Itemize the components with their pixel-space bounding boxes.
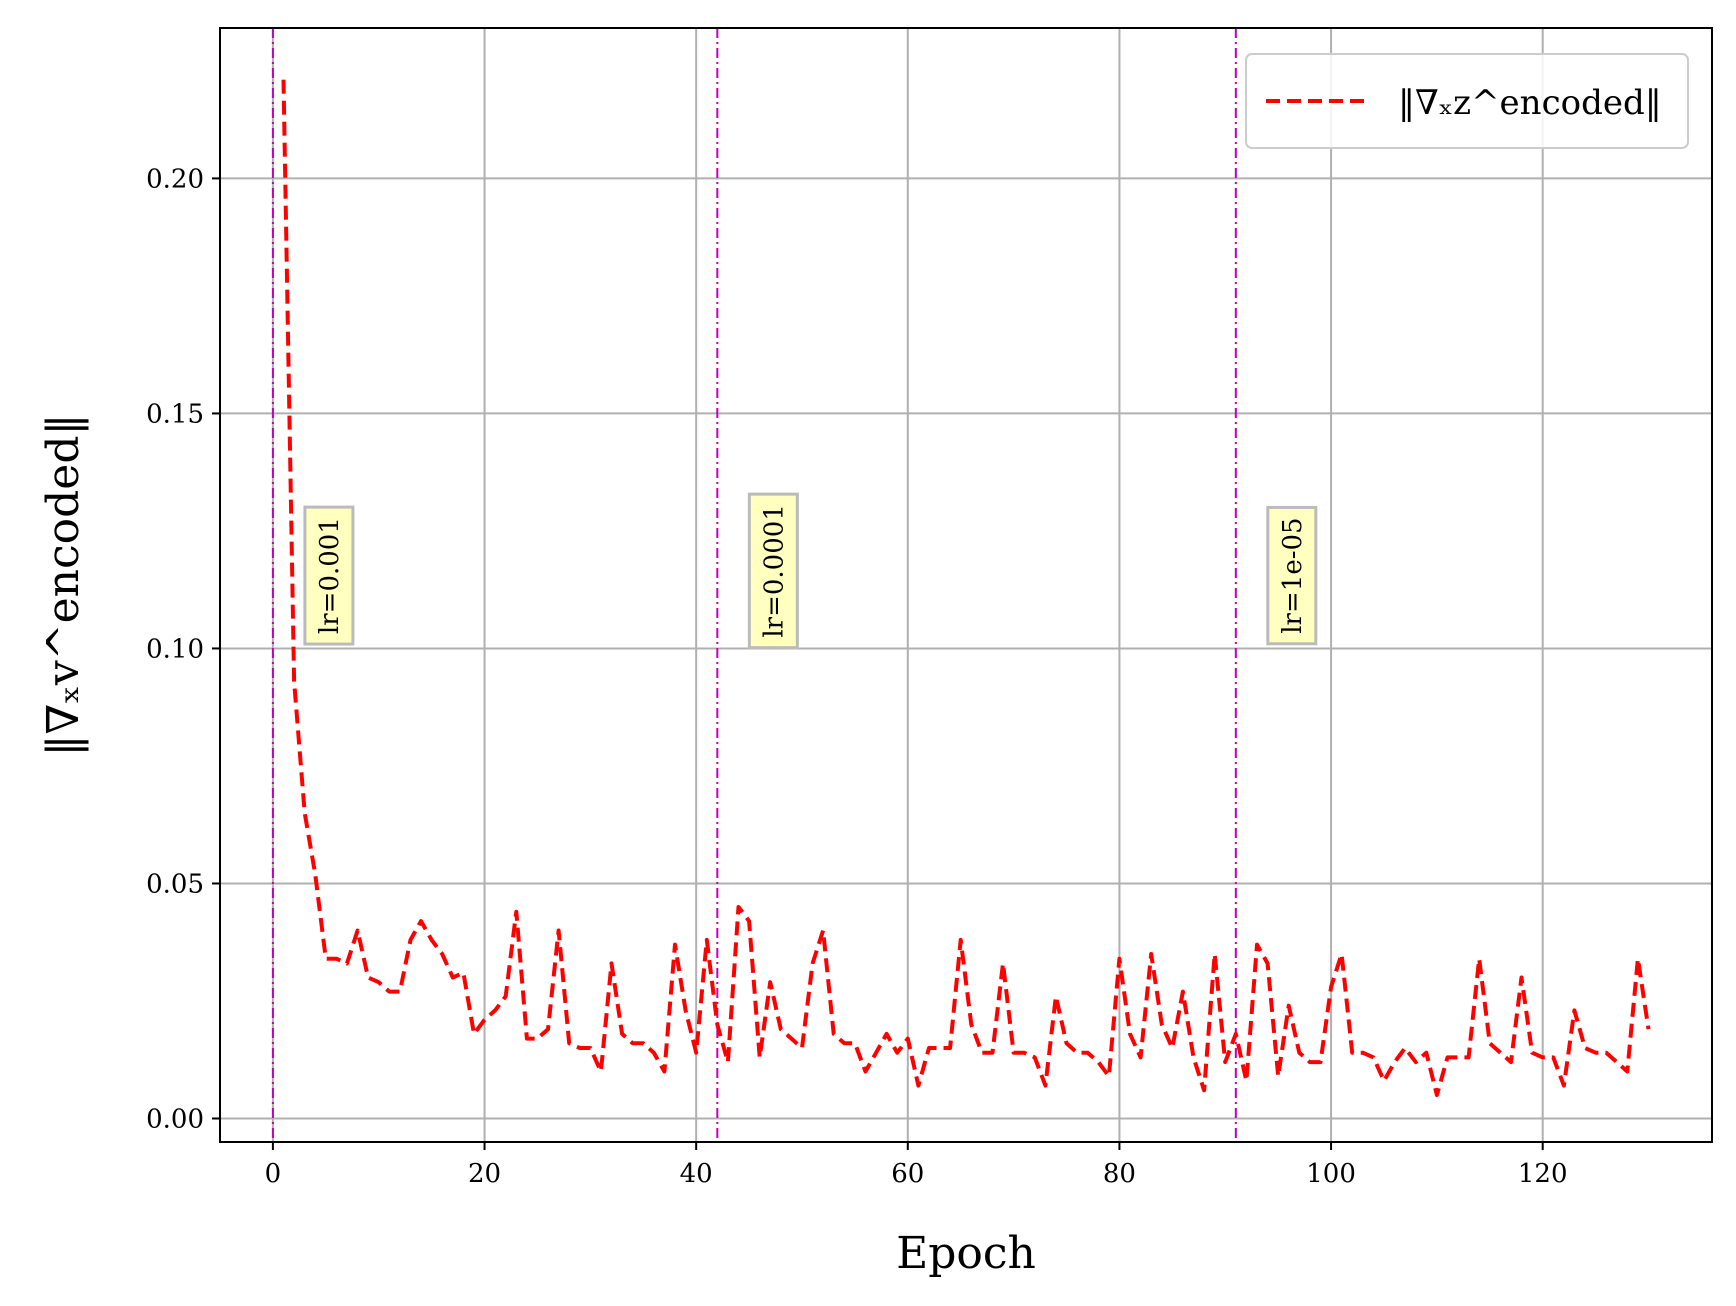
lr-annotation-box bbox=[303, 505, 355, 646]
y-tick-label: 0.10 bbox=[146, 634, 204, 664]
x-tick-label: 0 bbox=[265, 1159, 282, 1189]
series-layer bbox=[281, 79, 1651, 1097]
axis-ticks: 0 20 40 60 80 100 120 0.00 0.05 0.10 0.15 0.20 bbox=[146, 164, 1567, 1189]
lr-annotation-box bbox=[747, 492, 799, 650]
y-tick-label: 0.00 bbox=[146, 1104, 204, 1134]
legend-box bbox=[1245, 53, 1689, 149]
lr-annotations: lr=0.001 lr=0.0001 lr=1e-05 bbox=[303, 492, 1318, 650]
x-tick-label: 100 bbox=[1306, 1159, 1356, 1189]
x-tick-label: 40 bbox=[680, 1159, 713, 1189]
y-tick-label: 0.20 bbox=[146, 164, 204, 194]
lr-annotation-text: lr=0.0001 bbox=[759, 504, 789, 638]
legend-label: ‖∇ₓz^encoded‖ bbox=[1398, 83, 1662, 123]
grid bbox=[220, 28, 1712, 1142]
x-axis-title: Epoch bbox=[896, 1228, 1036, 1279]
lr-change-lines bbox=[271, 28, 1237, 1142]
lr-annotation-1: lr=0.0001 bbox=[747, 492, 799, 650]
lr-annotation-text: lr=1e-05 bbox=[1278, 517, 1308, 633]
series-line-0 bbox=[281, 79, 1651, 1097]
x-tick-label: 60 bbox=[891, 1159, 924, 1189]
lr-annotation-text: lr=0.001 bbox=[315, 517, 345, 634]
y-tick-label: 0.15 bbox=[146, 399, 204, 429]
lr-annotation-2: lr=1e-05 bbox=[1266, 505, 1318, 646]
lr-annotation-0: lr=0.001 bbox=[303, 505, 355, 646]
plot-frame bbox=[219, 27, 1713, 1143]
legend: ‖∇ₓz^encoded‖ bbox=[1245, 53, 1689, 149]
x-tick-label: 20 bbox=[468, 1159, 501, 1189]
x-tick-label: 80 bbox=[1103, 1159, 1136, 1189]
lr-annotation-box bbox=[1266, 505, 1318, 646]
y-axis-title: ‖∇ₓv^encoded‖ bbox=[38, 414, 89, 757]
y-tick-label: 0.05 bbox=[146, 869, 204, 899]
x-tick-label: 120 bbox=[1518, 1159, 1568, 1189]
